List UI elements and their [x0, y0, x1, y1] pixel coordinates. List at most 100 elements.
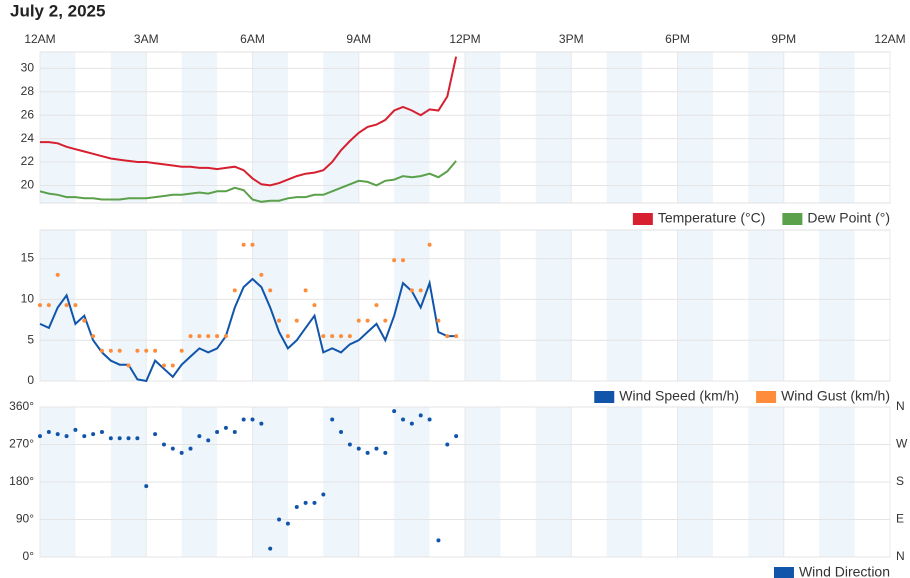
series-point	[374, 303, 379, 308]
series-point	[268, 288, 273, 293]
series-point	[232, 288, 237, 293]
y-tick-label: 22	[21, 154, 35, 168]
series-point	[197, 434, 202, 439]
series-point	[73, 427, 78, 432]
series-point	[454, 434, 459, 439]
series-point	[392, 409, 397, 414]
series-point	[409, 421, 414, 426]
series-point	[170, 446, 175, 451]
legend-label: Wind Gust (km/h)	[781, 388, 890, 404]
series-point	[401, 258, 406, 263]
x-tick-label: 9AM	[346, 32, 371, 46]
series-point	[82, 434, 87, 439]
legend-label: Wind Speed (km/h)	[619, 388, 739, 404]
series-point	[215, 430, 220, 434]
x-tick-label: 3PM	[559, 32, 584, 46]
series-point	[268, 546, 273, 551]
x-tick-label: 9PM	[771, 32, 796, 46]
series-point	[126, 436, 131, 441]
series-point	[135, 348, 140, 353]
hour-band	[394, 52, 430, 203]
series-point	[303, 288, 308, 293]
series-point	[144, 484, 149, 489]
series-point	[161, 363, 166, 368]
series-point	[46, 430, 51, 434]
y2-tick-label: N	[896, 549, 905, 563]
hour-band	[606, 230, 643, 381]
series-point	[339, 430, 344, 434]
series-point	[55, 432, 60, 437]
series-point	[99, 348, 104, 353]
hour-band	[819, 52, 855, 203]
page-title: July 2, 2025	[10, 1, 105, 20]
x-tick-label: 12PM	[449, 32, 480, 46]
hour-band	[677, 230, 713, 381]
y-tick-label: 5	[27, 332, 34, 346]
y-tick-label: 270°	[9, 437, 34, 451]
y2-tick-label: E	[896, 512, 904, 526]
series-point	[339, 334, 344, 339]
y-tick-label: 0°	[23, 549, 35, 563]
legend-label: Wind Direction	[799, 564, 890, 578]
series-point	[365, 450, 370, 455]
legend-label: Temperature (°C)	[658, 210, 766, 226]
hour-band	[252, 52, 288, 203]
series-point	[356, 318, 361, 323]
series-point	[374, 446, 379, 451]
series-point	[126, 363, 131, 368]
series-point	[161, 442, 166, 447]
series-point	[401, 417, 406, 422]
series-point	[330, 417, 335, 422]
series-point	[108, 348, 113, 353]
series-point	[232, 430, 237, 434]
series-point	[206, 334, 211, 339]
x-tick-label: 12AM	[24, 32, 55, 46]
series-point	[418, 413, 423, 418]
series-point	[144, 348, 149, 353]
series-point	[312, 500, 317, 505]
hour-band	[465, 52, 501, 203]
series-point	[454, 334, 459, 339]
y2-tick-label: S	[896, 474, 904, 488]
y-tick-label: 180°	[9, 474, 34, 488]
y-tick-label: 30	[21, 61, 35, 75]
series-point	[241, 417, 246, 422]
series-point	[91, 334, 96, 339]
series-point	[303, 500, 308, 505]
series-line	[39, 277, 457, 383]
y2-tick-label: W	[896, 437, 908, 451]
y-tick-label: 90°	[16, 512, 34, 526]
series-point	[38, 434, 42, 439]
series-line	[39, 160, 457, 203]
hour-band	[606, 52, 643, 203]
series-point	[188, 446, 193, 451]
legend-swatch	[782, 213, 803, 225]
hour-band	[181, 230, 218, 381]
series-point	[294, 318, 299, 323]
series-point	[153, 432, 158, 437]
y-tick-label: 0	[27, 373, 34, 387]
hour-band	[110, 230, 147, 381]
x-tick-label: 3AM	[134, 32, 159, 46]
y-tick-label: 360°	[9, 399, 34, 413]
series-point	[188, 334, 193, 339]
series-point	[179, 348, 184, 353]
series-point	[223, 334, 228, 339]
legend-swatch	[594, 391, 615, 403]
legend-swatch	[773, 567, 794, 578]
series-point	[285, 334, 290, 339]
legend-label: Dew Point (°)	[807, 210, 890, 226]
series-point	[365, 318, 370, 323]
series-point	[383, 318, 388, 323]
hour-band	[181, 52, 218, 203]
series-point	[427, 417, 432, 422]
y-tick-label: 10	[21, 292, 35, 306]
series-point	[170, 363, 175, 368]
series-point	[392, 258, 397, 263]
series-point	[383, 450, 388, 455]
series-point	[135, 436, 140, 441]
hour-band	[535, 52, 572, 203]
series-point	[82, 318, 87, 323]
series-point	[277, 318, 282, 323]
